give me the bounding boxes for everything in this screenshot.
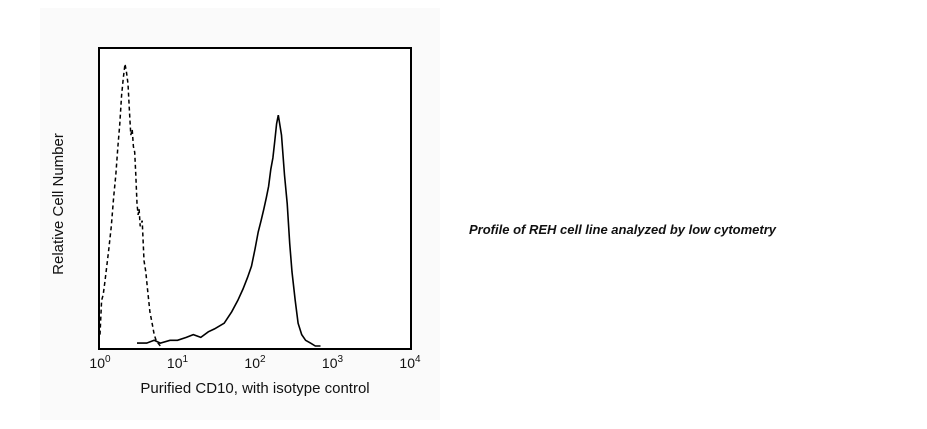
series-line-isotype-control [99, 63, 161, 347]
figure-caption: Profile of REH cell line analyzed by low… [469, 222, 777, 237]
histogram-chart: 100 101 102 103 104 Purified CD10, with isot… [50, 47, 421, 397]
series-layer [99, 63, 321, 347]
figure-panel: 100 101 102 103 104 Purified CD10, with isot… [40, 8, 440, 420]
plot-frame [98, 47, 412, 350]
x-tick-label: 100 [89, 354, 111, 371]
y-axis-label: Relative Cell Number [50, 133, 67, 275]
x-tick-labels: 100 101 102 103 104 [89, 354, 421, 371]
x-tick-label: 102 [244, 354, 266, 371]
x-axis-label: Purified CD10, with isotype control [140, 380, 369, 397]
x-tick-label: 104 [399, 354, 421, 371]
series-line-cd10 [137, 114, 321, 347]
x-tick-label: 101 [167, 354, 189, 371]
x-tick-label: 103 [322, 354, 344, 371]
